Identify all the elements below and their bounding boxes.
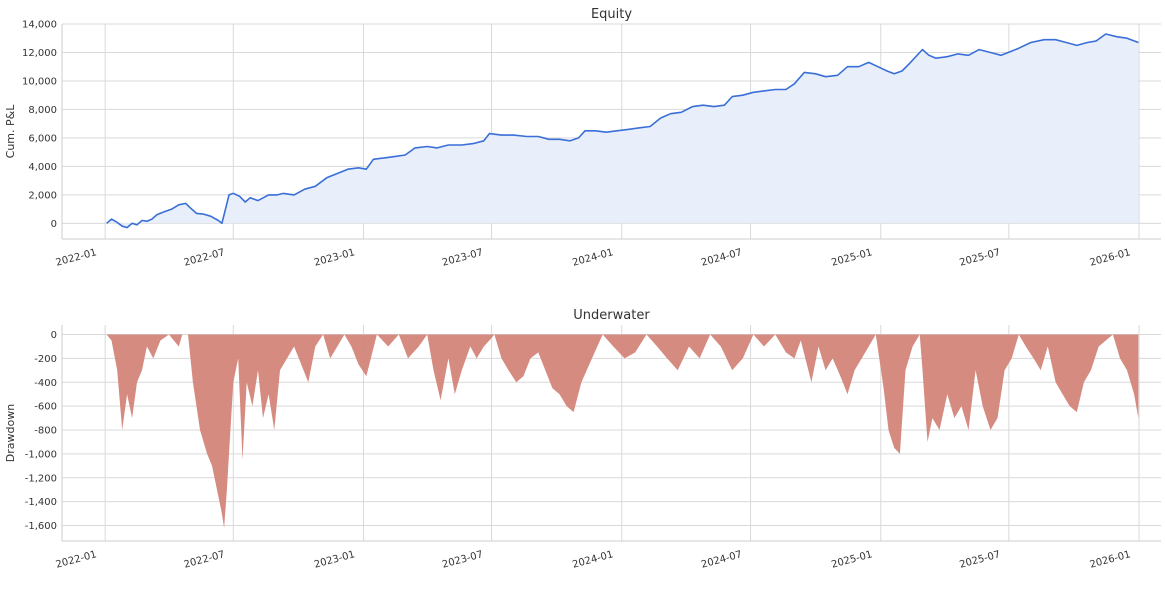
y-tick-label: 8,000 — [28, 105, 57, 116]
y-tick-label: -400 — [34, 378, 57, 389]
y-axis-label: Cum. P&L — [4, 104, 17, 159]
x-tick-label: 2026-01 — [1089, 549, 1132, 570]
x-tick-label: 2023-07 — [441, 549, 484, 570]
x-tick-label: 2022-01 — [55, 549, 98, 570]
x-tick-label: 2025-01 — [830, 247, 873, 268]
y-tick-label: 2,000 — [28, 190, 57, 201]
x-tick-label: 2023-01 — [313, 549, 356, 570]
y-tick-label: -1,400 — [25, 497, 57, 508]
x-tick-label: 2023-01 — [313, 247, 356, 268]
x-tick-label: 2022-07 — [183, 549, 226, 570]
y-tick-label: 0 — [51, 219, 57, 230]
x-tick-label: 2024-07 — [700, 247, 743, 268]
y-tick-label: 14,000 — [22, 20, 57, 31]
equity-chart: Equity Cum. P&L 0 2,000 4,000 6,000 8,000 10,00… — [4, 7, 1161, 269]
equity-line — [106, 33, 1139, 229]
y-tick-label: -1,600 — [25, 521, 57, 532]
y-tick-label: -200 — [34, 354, 57, 365]
x-tick-label: 2022-07 — [183, 247, 226, 268]
y-tick-label: -600 — [34, 402, 57, 413]
x-tick-label: 2025-07 — [958, 549, 1001, 570]
drawdown-area — [106, 334, 1139, 528]
x-tick-label: 2024-01 — [571, 549, 614, 570]
chart-title: Equity — [591, 7, 632, 22]
underwater-chart: Underwater Drawdown 0 -200 -400 -600 -800 -1,00… — [4, 308, 1161, 571]
y-axis-label: Drawdown — [4, 404, 17, 462]
x-tick-label: 2023-07 — [441, 247, 484, 268]
x-tick-label: 2022-01 — [55, 247, 98, 268]
x-tick-label: 2026-01 — [1089, 247, 1132, 268]
y-tick-label: 4,000 — [28, 162, 57, 173]
x-tick-label: 2024-07 — [700, 549, 743, 570]
x-tick-label: 2025-07 — [958, 247, 1001, 268]
chart-title: Underwater — [573, 308, 650, 323]
y-tick-label: 10,000 — [22, 76, 57, 87]
y-tick-label: 6,000 — [28, 133, 57, 144]
y-tick-label: -1,000 — [25, 449, 57, 460]
x-tick-label: 2024-01 — [571, 247, 614, 268]
y-tick-label: -800 — [34, 426, 57, 437]
y-tick-label: 12,000 — [22, 48, 57, 59]
x-tick-label: 2025-01 — [830, 549, 873, 570]
y-tick-label: 0 — [51, 330, 57, 341]
y-tick-label: -1,200 — [25, 473, 57, 484]
